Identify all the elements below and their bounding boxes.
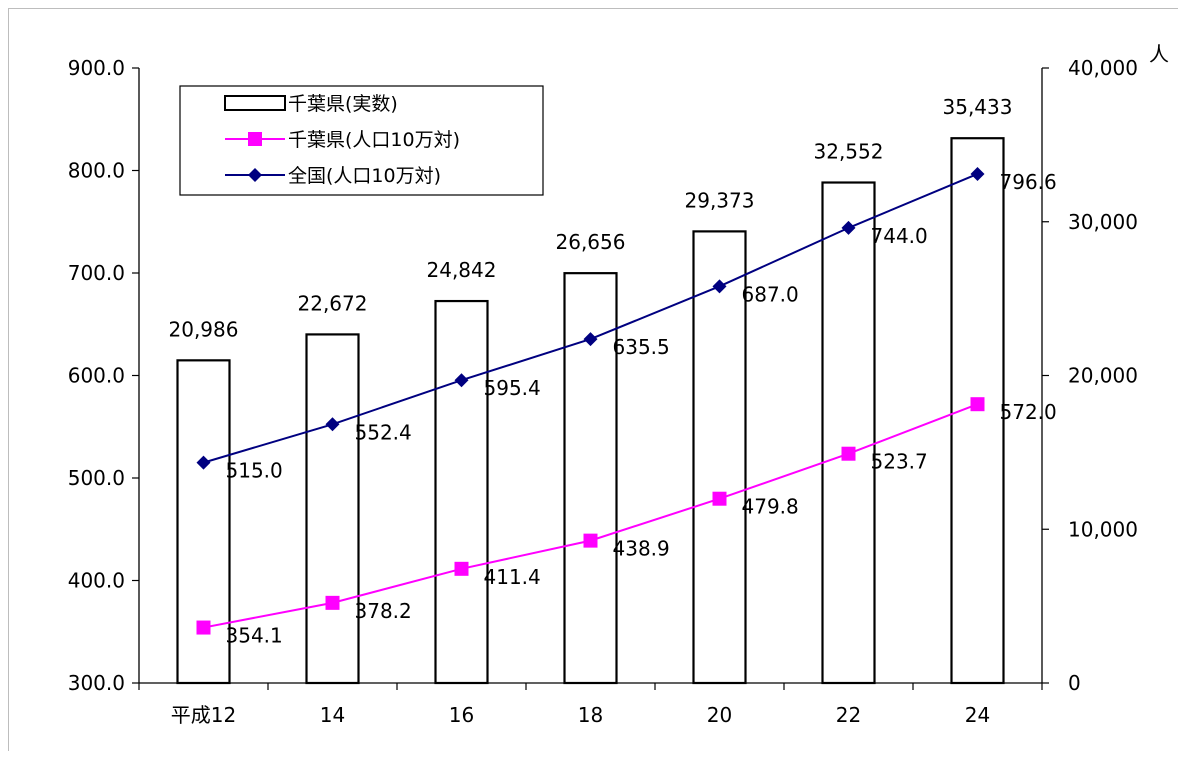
x-tick-label: 22 bbox=[836, 703, 861, 727]
bar bbox=[434, 299, 489, 685]
bar-data-label: 29,373 bbox=[685, 188, 755, 212]
line-data-label: 635.5 bbox=[613, 335, 670, 359]
bar-data-label: 32,552 bbox=[814, 140, 884, 164]
series-marker bbox=[583, 533, 598, 548]
y-right-tick-label: 30,000 bbox=[1068, 210, 1138, 234]
y-right-tick-label: 0 bbox=[1068, 671, 1081, 695]
x-tick-label: 16 bbox=[449, 703, 474, 727]
bar-data-label: 26,656 bbox=[556, 230, 626, 254]
line-data-label: 572.0 bbox=[1000, 400, 1057, 424]
series-marker bbox=[970, 397, 985, 412]
series-marker bbox=[196, 620, 211, 635]
legend-label: 全国(人口10万対) bbox=[288, 165, 441, 187]
line-data-label: 552.4 bbox=[355, 420, 412, 444]
series-marker bbox=[325, 417, 340, 432]
series-marker bbox=[841, 220, 856, 235]
bar-data-label: 35,433 bbox=[943, 95, 1013, 119]
series-marker bbox=[454, 561, 469, 576]
series-marker bbox=[325, 595, 340, 610]
line-data-label: 744.0 bbox=[871, 224, 928, 248]
y-right-tick-label: 20,000 bbox=[1068, 364, 1138, 388]
bar bbox=[176, 359, 231, 685]
legend-marker bbox=[248, 132, 262, 146]
legend-label: 千葉県(実数) bbox=[288, 93, 398, 115]
x-tick-label: 14 bbox=[320, 703, 345, 727]
bar bbox=[692, 230, 747, 685]
y-right-unit: 人 bbox=[1149, 42, 1169, 66]
y-left-tick-label: 900.0 bbox=[68, 56, 125, 80]
line-data-label: 687.0 bbox=[742, 282, 799, 306]
series-marker bbox=[712, 279, 727, 294]
series-marker bbox=[196, 455, 211, 470]
line-data-label: 595.4 bbox=[484, 376, 541, 400]
series-marker bbox=[970, 166, 985, 181]
y-right-tick-label: 10,000 bbox=[1068, 517, 1138, 541]
line-data-label: 523.7 bbox=[871, 450, 928, 474]
x-tick-label: 18 bbox=[578, 703, 603, 727]
x-tick-label: 24 bbox=[965, 703, 990, 727]
line-data-label: 515.0 bbox=[226, 459, 283, 483]
bar-data-label: 20,986 bbox=[169, 317, 239, 341]
bar bbox=[821, 181, 876, 685]
line-data-label: 438.9 bbox=[613, 537, 670, 561]
y-right-tick-label: 40,000 bbox=[1068, 56, 1138, 80]
y-left-tick-label: 300.0 bbox=[68, 671, 125, 695]
y-left-tick-label: 500.0 bbox=[68, 466, 125, 490]
line-data-label: 479.8 bbox=[742, 495, 799, 519]
legend-marker bbox=[248, 168, 262, 182]
y-left-tick-label: 700.0 bbox=[68, 261, 125, 285]
line-data-label: 796.6 bbox=[1000, 170, 1057, 194]
series-marker bbox=[841, 446, 856, 461]
y-left-tick-label: 400.0 bbox=[68, 569, 125, 593]
line-data-label: 411.4 bbox=[484, 565, 541, 589]
bar-data-label: 22,672 bbox=[298, 291, 368, 315]
y-left-tick-label: 800.0 bbox=[68, 159, 125, 183]
legend-label: 千葉県(人口10万対) bbox=[288, 129, 460, 151]
x-tick-label: 平成12 bbox=[171, 703, 236, 727]
legend-bar-swatch bbox=[224, 95, 286, 111]
series-marker bbox=[712, 491, 727, 506]
bar-data-label: 24,842 bbox=[427, 258, 497, 282]
series-marker bbox=[454, 373, 469, 388]
chart-frame bbox=[8, 8, 1178, 751]
series-marker bbox=[583, 332, 598, 347]
line-data-label: 378.2 bbox=[355, 599, 412, 623]
bar bbox=[305, 333, 360, 685]
y-left-tick-label: 600.0 bbox=[68, 364, 125, 388]
line-data-label: 354.1 bbox=[226, 624, 283, 648]
x-tick-label: 20 bbox=[707, 703, 732, 727]
